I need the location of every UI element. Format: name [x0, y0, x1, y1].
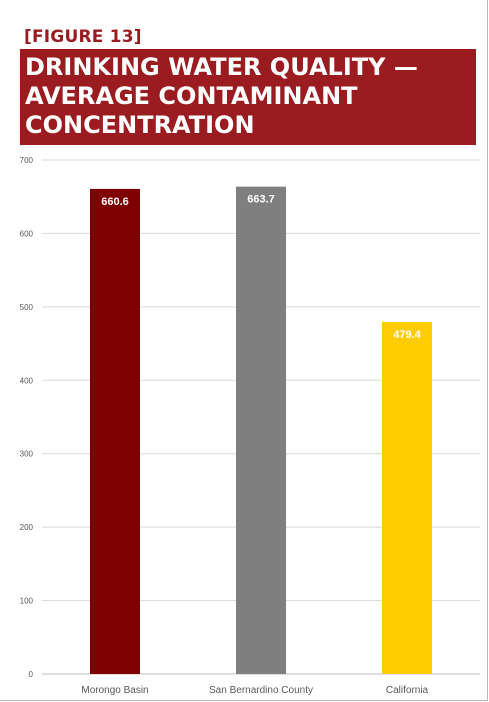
- bars: [90, 186, 432, 675]
- x-tick-label: California: [386, 685, 429, 696]
- y-axis-tick-labels: 0 100 200 300 400 500 600 700: [20, 156, 34, 679]
- chart-title: DRINKING WATER QUALITY — AVERAGE CONTAMI…: [25, 53, 418, 139]
- x-axis-tick-labels: Morongo Basin San Bernardino County Califo…: [81, 685, 428, 696]
- title-banner: DRINKING WATER QUALITY — AVERAGE CONTAMI…: [20, 49, 476, 145]
- data-labels: 660.6 663.7 479.4: [101, 194, 421, 341]
- x-tick-label: San Bernardino County: [209, 685, 313, 696]
- figure-label: [FIGURE 13]: [24, 27, 142, 47]
- y-tick-label: 200: [20, 523, 34, 532]
- data-label: 660.6: [101, 196, 129, 208]
- y-tick-label: 400: [20, 376, 34, 385]
- bar-california: [382, 321, 432, 674]
- y-tick-label: 600: [20, 229, 34, 238]
- bar-morongo-basin: [90, 188, 140, 675]
- y-tick-label: 500: [20, 303, 34, 312]
- x-tick-label: Morongo Basin: [81, 685, 148, 696]
- y-tick-label: 100: [20, 597, 34, 606]
- y-tick-label: 300: [20, 450, 34, 459]
- y-tick-label: 0: [29, 670, 34, 679]
- y-tick-label: 700: [20, 156, 34, 165]
- data-label: 479.4: [393, 329, 421, 341]
- bar-san-bernardino-county: [236, 186, 286, 674]
- data-label: 663.7: [247, 194, 275, 206]
- bar-chart: 0 100 200 300 400 500 600 700 660.6 663.7 479.4 M…: [20, 156, 480, 696]
